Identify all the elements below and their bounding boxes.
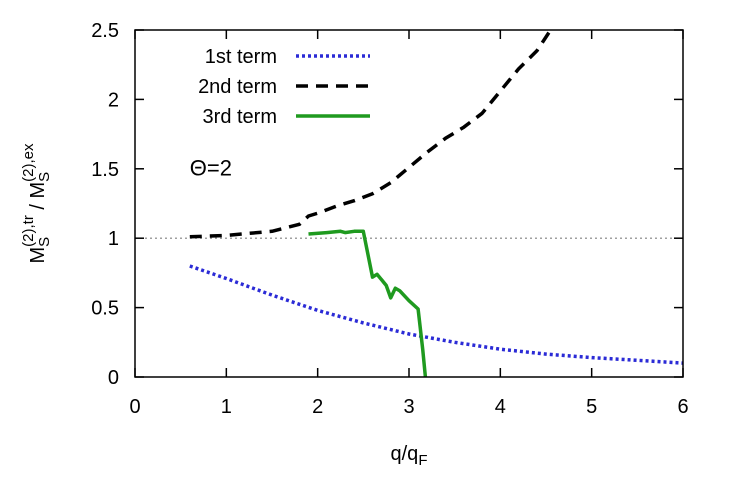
y-tick-label: 1.5 (91, 159, 119, 181)
y-label-num-sup: (2),tr (20, 215, 37, 247)
legend-label-3: 3rd term (203, 106, 277, 128)
y-label-den-sub: S (36, 172, 53, 182)
x-axis-label-sub: F (418, 452, 427, 469)
series-line-2 (189, 30, 553, 239)
x-tick-label: 1 (221, 396, 232, 418)
y-label-num-main: M (27, 247, 49, 264)
y-label-num-sub: S (36, 237, 53, 247)
x-tick-label: 5 (586, 396, 597, 418)
y-tick-label: 2.5 (91, 20, 119, 42)
theta-annotation: Θ=2 (190, 156, 232, 181)
tick-layer: 0 1 2 3 4 5 6 0 0.5 1 1.5 2 2.5 (91, 20, 688, 418)
y-tick-label: 1 (108, 228, 119, 250)
series-layer (189, 30, 683, 377)
legend-label-2: 2nd term (198, 76, 277, 98)
x-tick-label: 3 (403, 396, 414, 418)
x-axis-label-main: q/q (391, 443, 419, 465)
y-tick-label: 2 (108, 89, 119, 111)
y-tick-label: 0 (108, 367, 119, 389)
y-label-den-main: M (27, 182, 49, 199)
legend-label-1: 1st term (205, 46, 277, 68)
series-line-3 (308, 229, 428, 377)
x-axis-label: q/qF (391, 443, 428, 469)
y-tick-label: 0.5 (91, 298, 119, 320)
x-tick-label: 0 (129, 396, 140, 418)
series-line-1 (189, 264, 683, 365)
legend: 1st term 2nd term 3rd term (198, 46, 370, 128)
x-tick-label: 2 (312, 396, 323, 418)
x-tick-label: 6 (677, 396, 688, 418)
y-axis-label: MS(2),tr / MS(2),ex (20, 143, 53, 264)
y-label-sep: / (27, 199, 49, 216)
y-label-den-sup: (2),ex (20, 143, 37, 182)
x-tick-label: 4 (495, 396, 506, 418)
